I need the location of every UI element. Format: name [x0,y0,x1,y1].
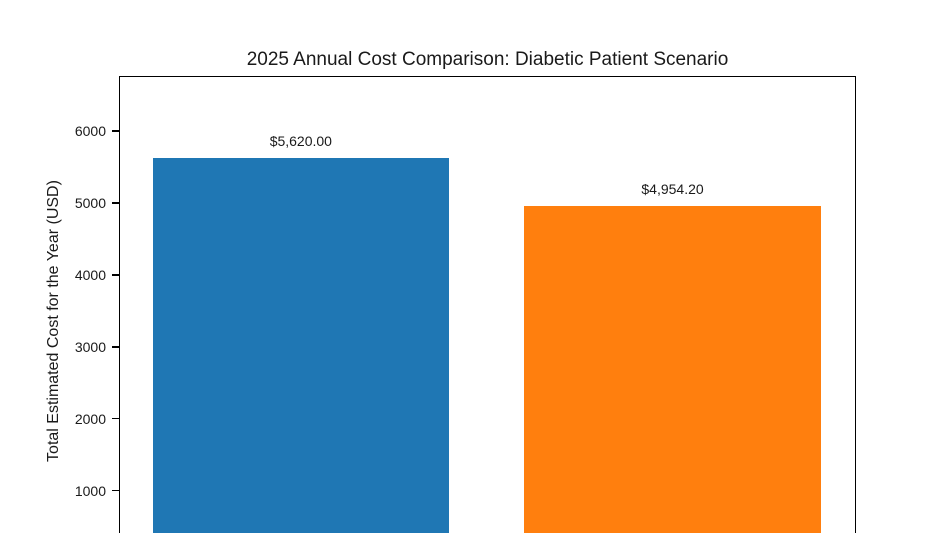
y-tick-mark [112,202,119,204]
y-tick-mark [112,490,119,492]
y-tick-label: 4000 [74,266,106,283]
y-tick-label: 2000 [74,410,106,427]
y-tick-label: 1000 [74,482,106,499]
y-tick-mark [112,346,119,348]
y-tick-mark [112,130,119,132]
plot-area [119,76,856,533]
chart-title: 2025 Annual Cost Comparison: Diabetic Pa… [246,49,729,70]
bar-1 [152,158,449,533]
bar-value-label: $4,954.20 [641,181,704,198]
y-tick-label: 3000 [74,338,106,355]
y-tick-label: 6000 [74,122,106,139]
bar-value-label: $5,620.00 [269,133,332,150]
y-tick-mark [112,418,119,420]
y-tick-mark [112,274,119,276]
y-tick-label: 5000 [74,194,106,211]
bar-2 [524,206,821,533]
